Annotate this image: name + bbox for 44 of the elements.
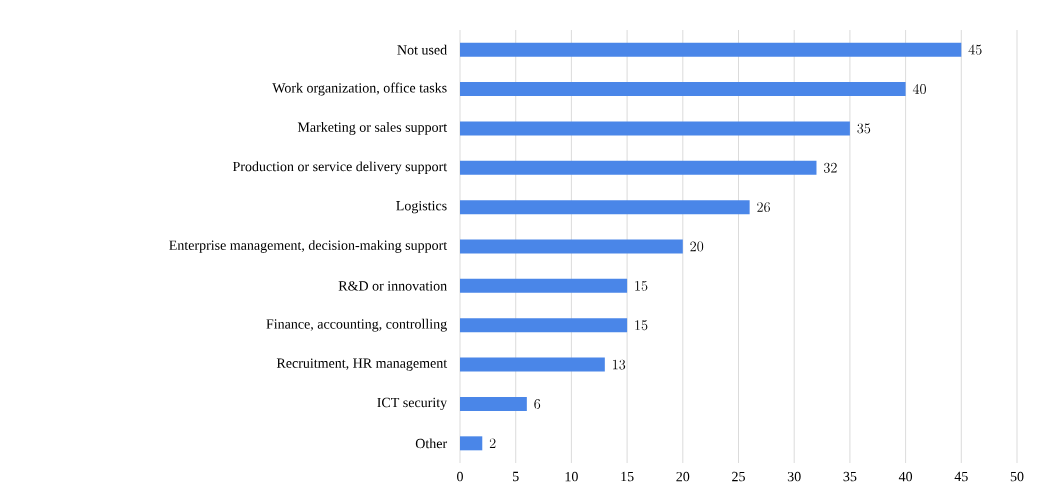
x-tick-label: 10 [565,471,578,482]
y-tick-label: Production or service delivery support [232,161,448,175]
bar [460,42,962,57]
bar [460,396,527,411]
data-label: 35 [857,123,871,134]
y-tick-label: Not used [397,44,447,55]
x-tick-label: 15 [621,471,634,482]
x-tick-label: 30 [787,471,801,482]
bar [460,278,628,293]
y-tick-label: ICT security [377,397,448,411]
x-tick-label: 40 [898,471,913,482]
y-tick-label: Other [415,438,448,449]
bar [460,121,850,136]
bar [460,160,817,175]
y-tick-label: R&D or innovation [338,281,447,291]
bar [460,318,628,333]
data-label: 40 [912,83,926,94]
y-tick-label: Work organization, office tasks [272,82,447,96]
x-tick-label: 45 [954,471,968,482]
x-tick-label: 5 [513,471,519,482]
y-tick-label: Recruitment, HR management [276,358,448,371]
x-tick-label: 50 [1010,471,1024,482]
bar [460,200,750,215]
bar [460,436,483,451]
data-label: 15 [635,320,648,331]
x-tick-label: 0 [457,471,463,482]
x-tick-label: 25 [732,471,745,482]
y-tick-label: Enterprise management, decision-making support [169,240,448,253]
x-tick-label: 20 [676,471,690,482]
y-tick-label: Finance, accounting, controlling [266,318,447,332]
bar [460,82,906,97]
data-label: 13 [613,359,626,370]
bar [460,357,605,372]
data-label: 20 [690,241,704,252]
bar [460,239,683,254]
data-label: 26 [757,202,770,213]
data-label: 2 [489,438,496,448]
data-label: 6 [534,399,541,409]
data-label: 32 [823,162,837,173]
y-tick-label: Marketing or sales support [297,122,448,135]
data-label: 45 [968,44,982,55]
data-label: 15 [635,280,648,291]
x-tick-label: 35 [843,471,857,482]
y-tick-label: Logistics [396,201,447,214]
